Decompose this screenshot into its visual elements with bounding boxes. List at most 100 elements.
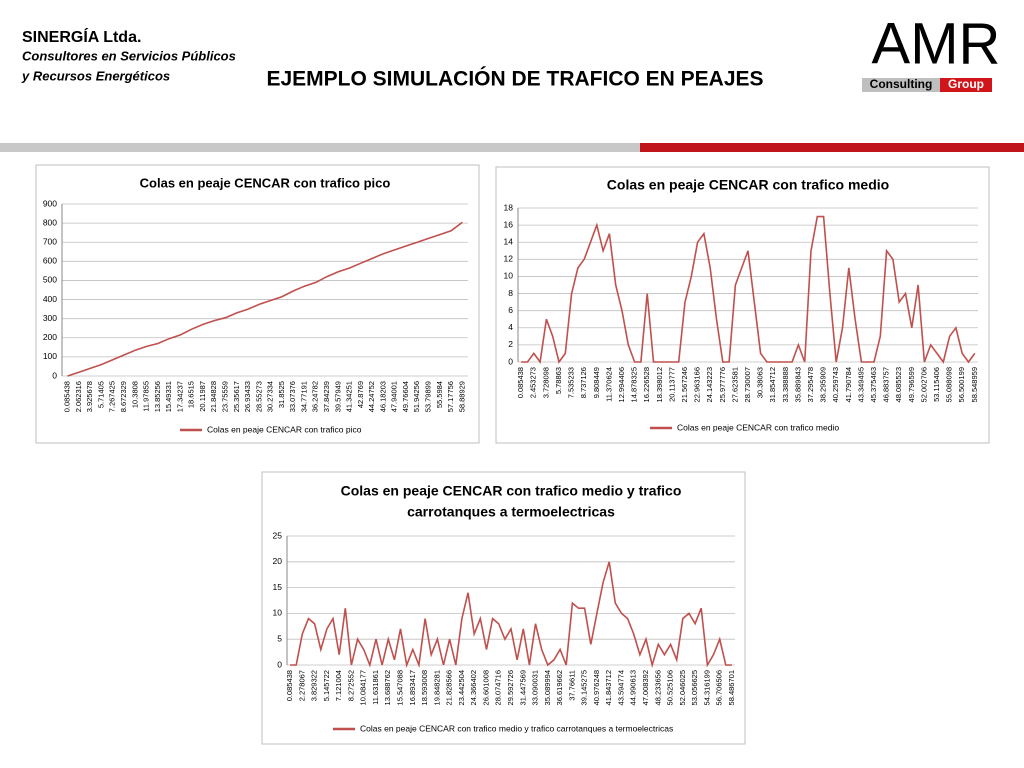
x-tick-label: 39.57949 <box>333 381 342 412</box>
x-tick-label: 24.143223 <box>705 367 714 402</box>
company: SINERGÍA Ltda. <box>22 27 141 46</box>
y-tick-label: 200 <box>43 332 57 342</box>
x-tick-label: 53.79899 <box>424 381 433 412</box>
x-tick-label: 55.088098 <box>945 367 954 402</box>
x-tick-label: 53.056625 <box>690 670 699 705</box>
logo-left: Consulting <box>870 77 933 91</box>
x-tick-label: 43.594774 <box>616 670 625 705</box>
y-tick-label: 400 <box>43 294 57 304</box>
x-tick-label: 24.366402 <box>469 670 478 705</box>
x-tick-label: 5.71405 <box>96 381 105 408</box>
x-tick-label: 46.883757 <box>882 367 891 402</box>
y-tick-label: 700 <box>43 236 57 246</box>
x-tick-label: 40.259743 <box>831 367 840 402</box>
y-tick-label: 8 <box>508 288 513 298</box>
x-tick-label: 19.848281 <box>432 670 441 705</box>
x-tick-label: 35.089994 <box>543 670 552 705</box>
x-tick-label: 3.829322 <box>310 670 319 701</box>
x-tick-label: 0.085438 <box>516 367 525 398</box>
x-tick-label: 36.619662 <box>555 670 564 705</box>
x-tick-label: 30.27334 <box>266 381 275 412</box>
y-tick-label: 0 <box>52 370 57 380</box>
x-tick-label: 44.24752 <box>367 381 376 412</box>
x-tick-label: 50.525106 <box>666 670 675 705</box>
y-tick-label: 900 <box>43 198 57 208</box>
x-tick-label: 57.17756 <box>446 381 455 412</box>
x-tick-label: 39.145275 <box>580 670 589 705</box>
x-tick-label: 18.398012 <box>655 367 664 402</box>
x-tick-label: 26.601008 <box>481 670 490 705</box>
x-tick-label: 28.55273 <box>254 381 263 412</box>
x-tick-label: 33.090031 <box>531 670 540 705</box>
x-tick-label: 31.447569 <box>518 670 527 705</box>
x-tick-label: 30.38063 <box>756 367 765 398</box>
x-tick-label: 43.349495 <box>856 367 865 402</box>
data-line <box>290 561 732 669</box>
x-tick-label: 52.002706 <box>919 367 928 402</box>
x-tick-label: 58.486701 <box>727 670 736 705</box>
x-tick-label: 38.295909 <box>819 367 828 402</box>
x-tick-label: 3.728098 <box>541 367 550 398</box>
x-tick-label: 44.990613 <box>629 670 638 705</box>
chart-title: Colas en peaje CENCAR con trafico medio <box>607 177 889 193</box>
x-tick-label: 9.808449 <box>592 367 601 398</box>
x-tick-label: 21.567246 <box>680 367 689 402</box>
logo-right: Group <box>948 77 984 91</box>
x-tick-label: 33.388888 <box>781 367 790 402</box>
logo-left-box <box>862 78 940 92</box>
x-tick-label: 58.88929 <box>457 381 466 412</box>
y-tick-label: 800 <box>43 217 57 227</box>
x-tick-label: 42.8769 <box>356 381 365 408</box>
divider-gray <box>0 143 640 152</box>
x-tick-label: 0.085438 <box>285 670 294 701</box>
x-tick-label: 47.94001 <box>390 381 399 412</box>
x-tick-label: 47.008392 <box>641 670 650 705</box>
y-tick-label: 16 <box>504 219 514 229</box>
x-tick-label: 2.453273 <box>529 367 538 398</box>
y-tick-label: 500 <box>43 275 57 285</box>
chart-frame <box>35 164 480 444</box>
x-tick-label: 17.34237 <box>175 381 184 412</box>
x-tick-label: 52.046025 <box>678 670 687 705</box>
x-tick-label: 18.593008 <box>420 670 429 705</box>
x-tick-label: 11.631861 <box>371 670 380 705</box>
subtitle: y Recursos Energéticos <box>21 68 170 83</box>
y-tick-label: 2 <box>508 339 513 349</box>
y-tick-label: 20 <box>273 556 283 566</box>
y-tick-label: 100 <box>43 351 57 361</box>
x-tick-label: 10.3808 <box>130 381 139 408</box>
x-tick-label: 31.8525 <box>277 381 286 408</box>
y-tick-label: 15 <box>273 582 283 592</box>
x-tick-label: 29.592726 <box>506 670 515 705</box>
data-line <box>67 221 463 377</box>
x-tick-label: 48.085523 <box>894 367 903 402</box>
y-tick-label: 5 <box>277 633 282 643</box>
x-tick-label: 58.548959 <box>970 367 979 402</box>
x-tick-label: 26.93433 <box>243 381 252 412</box>
x-tick-label: 49.796599 <box>907 367 916 402</box>
x-tick-label: 21.828566 <box>445 670 454 705</box>
y-tick-label: 0 <box>508 356 513 366</box>
x-tick-label: 41.34251 <box>345 381 354 412</box>
x-tick-label: 56.706506 <box>715 670 724 705</box>
x-tick-label: 37.84239 <box>322 381 331 412</box>
x-tick-label: 48.233656 <box>653 670 662 705</box>
x-tick-label: 7.535233 <box>567 367 576 398</box>
y-tick-label: 4 <box>508 322 513 332</box>
x-tick-label: 11.370624 <box>604 367 613 402</box>
x-tick-label: 15.49331 <box>164 381 173 412</box>
x-tick-label: 37.295478 <box>806 367 815 402</box>
x-tick-label: 13.85256 <box>153 381 162 412</box>
x-tick-label: 11.97855 <box>142 381 151 412</box>
x-tick-label: 8.272552 <box>346 670 355 701</box>
x-tick-label: 8.737126 <box>579 367 588 398</box>
x-tick-label: 40.976248 <box>592 670 601 705</box>
x-tick-label: 5.78863 <box>554 367 563 394</box>
x-tick-label: 7.267425 <box>108 381 117 412</box>
x-tick-label: 51.94256 <box>412 381 421 412</box>
x-tick-label: 35.889843 <box>793 367 802 402</box>
chart-frame <box>261 471 746 745</box>
x-tick-label: 8.672329 <box>119 381 128 412</box>
x-tick-label: 18.6515 <box>187 381 196 408</box>
